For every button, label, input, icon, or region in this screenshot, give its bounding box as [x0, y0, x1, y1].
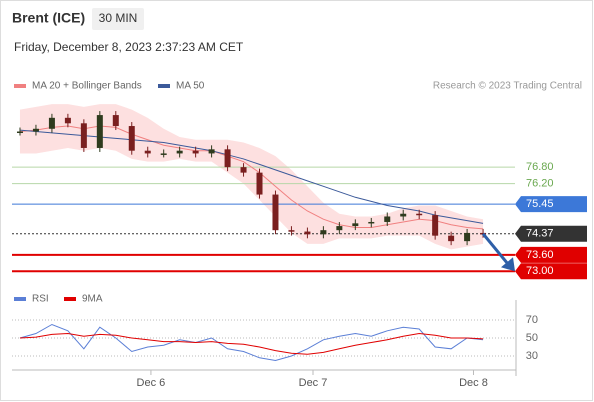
candle	[192, 150, 199, 154]
rsi-line	[19, 323, 484, 362]
y-tick-label: 50	[526, 332, 538, 344]
level-label: 75.45	[526, 198, 554, 210]
level-box	[515, 196, 587, 213]
rsi-line	[19, 332, 484, 355]
candle	[448, 235, 455, 242]
level-label: 76.80	[526, 161, 554, 173]
candle	[112, 115, 119, 127]
legend-label: MA 50	[176, 81, 205, 92]
level-box	[515, 225, 587, 242]
x-tick-label: Dec 7	[299, 377, 328, 389]
level-box	[515, 246, 587, 263]
legend-label: RSI	[32, 294, 49, 305]
x-tick-label: Dec 8	[459, 377, 488, 389]
candle	[208, 149, 215, 154]
level-box	[515, 263, 587, 280]
level-label: 76.20	[526, 177, 554, 189]
candle	[32, 128, 39, 132]
candle	[480, 232, 487, 235]
candle	[256, 172, 263, 195]
candle	[160, 153, 167, 155]
y-tick-label: 70	[526, 314, 538, 326]
candle	[176, 150, 183, 154]
candle	[96, 115, 103, 148]
interval-box	[92, 8, 144, 30]
candle	[144, 150, 151, 154]
legend-label: MA 20 + Bollinger Bands	[32, 81, 142, 92]
candle	[320, 230, 327, 235]
candle	[336, 226, 343, 231]
candle	[416, 213, 423, 216]
legend-swatch	[14, 84, 26, 88]
legend-label: 9MA	[82, 294, 103, 305]
candle	[304, 231, 311, 235]
candle	[432, 215, 439, 236]
forecast-arrow	[481, 232, 511, 267]
candle	[400, 213, 407, 217]
subtitle: Friday, December 8, 2023 2:37:23 AM CET	[14, 40, 244, 54]
candle	[352, 223, 359, 227]
legend-swatch	[14, 297, 26, 301]
legend-swatch	[158, 84, 170, 88]
legend-swatch	[64, 297, 76, 301]
candle	[240, 167, 247, 173]
x-tick-label: Dec 6	[137, 377, 166, 389]
chart-title: Brent (ICE)	[12, 10, 85, 26]
candle	[16, 131, 23, 134]
candle	[384, 216, 391, 222]
credit: Research © 2023 Trading Central	[433, 81, 582, 92]
candle	[64, 117, 71, 124]
candle	[368, 221, 375, 224]
y-tick-label: 30	[526, 350, 538, 362]
candle	[80, 123, 87, 148]
forecast-arrowhead	[501, 257, 515, 272]
level-label: 73.00	[526, 265, 554, 277]
candle	[48, 117, 55, 129]
candle	[272, 194, 279, 231]
interval: 30 MIN	[99, 11, 138, 25]
candle	[464, 232, 471, 242]
level-label: 74.37	[526, 228, 554, 240]
candle	[128, 126, 135, 151]
candle	[288, 230, 295, 232]
level-label: 73.60	[526, 249, 554, 261]
candle	[224, 149, 231, 168]
